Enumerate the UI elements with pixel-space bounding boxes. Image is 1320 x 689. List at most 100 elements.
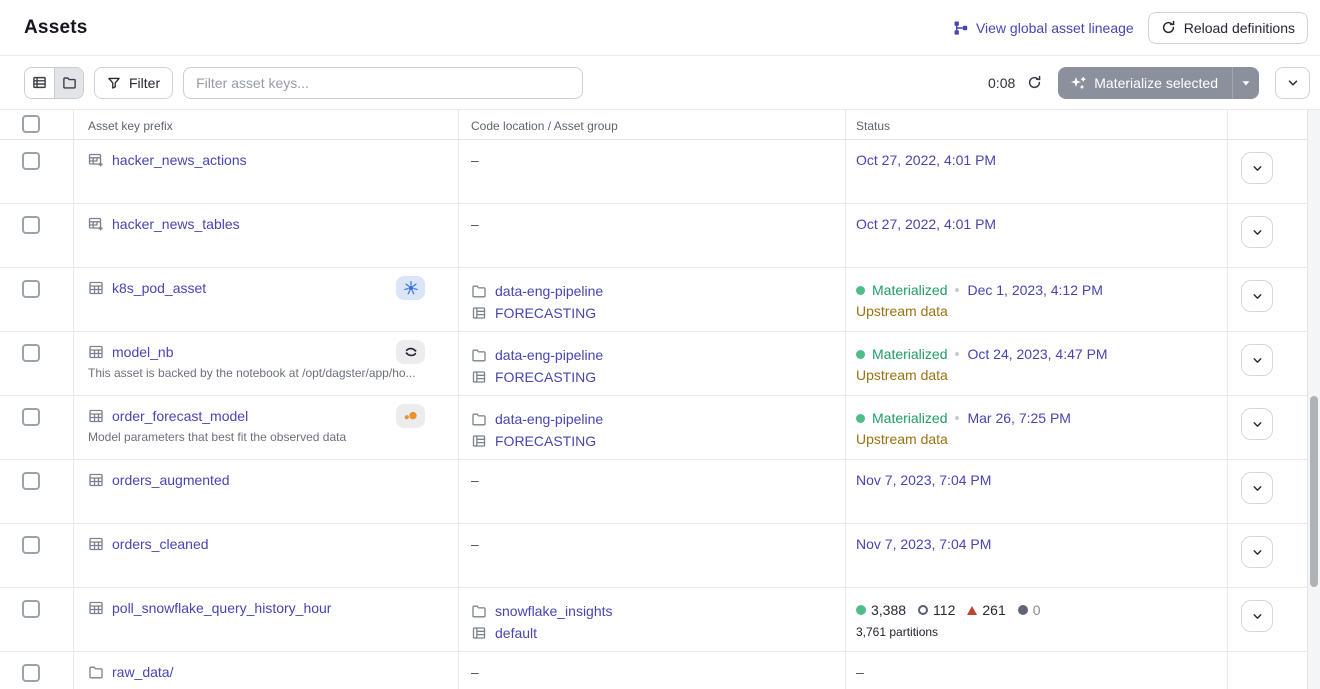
row-checkbox[interactable] xyxy=(22,664,40,682)
toolbar: Filter 0:08 Materialize xyxy=(0,56,1320,110)
asset-row: orders_cleaned – Nov 7, 2023, 7:04 PM xyxy=(0,524,1307,588)
select-all-checkbox[interactable] xyxy=(22,115,40,133)
table-header: Asset key prefix Code location / Asset g… xyxy=(0,110,1307,140)
column-header-status: Status xyxy=(845,110,1227,139)
materialize-selected-button[interactable]: Materialize selected xyxy=(1058,66,1232,99)
table-add-icon xyxy=(88,216,104,232)
column-header-asset-key-prefix: Asset key prefix xyxy=(73,110,458,139)
asset-group-icon xyxy=(471,625,487,641)
asset-table-body: hacker_news_actions – Oct 27, 2022, 4:01… xyxy=(0,140,1320,689)
materialize-options-caret[interactable] xyxy=(1232,66,1259,99)
reload-definitions-button[interactable]: Reload definitions xyxy=(1147,11,1308,44)
chevron-down-icon xyxy=(1286,76,1300,90)
code-location-link[interactable]: data-eng-pipeline xyxy=(495,411,604,427)
list-view-icon xyxy=(32,75,47,90)
materialize-split-button: Materialize selected xyxy=(1058,66,1259,99)
kubernetes-badge-icon xyxy=(396,276,425,300)
row-checkbox[interactable] xyxy=(22,216,40,234)
collapse-all-button[interactable] xyxy=(1275,66,1310,99)
expand-row-button[interactable] xyxy=(1241,472,1273,504)
chevron-down-icon xyxy=(1251,162,1264,175)
asset-key-filter-input[interactable] xyxy=(183,66,584,99)
asset-name-link[interactable]: orders_augmented xyxy=(112,472,230,488)
last-materialization-link[interactable]: Mar 26, 7:25 PM xyxy=(967,410,1071,426)
asset-row: hacker_news_actions – Oct 27, 2022, 4:01… xyxy=(0,140,1307,204)
empty-value: – xyxy=(856,664,864,680)
materialize-selected-label: Materialize selected xyxy=(1094,74,1218,91)
folder-icon xyxy=(471,283,487,299)
asset-group-link[interactable]: FORECASTING xyxy=(495,433,597,449)
asset-name-link[interactable]: orders_cleaned xyxy=(112,536,209,552)
empty-value: – xyxy=(471,536,479,552)
refresh-icon xyxy=(1161,20,1176,35)
caret-down-icon xyxy=(1241,78,1251,88)
row-checkbox[interactable] xyxy=(22,280,40,298)
partition-count-value: 261 xyxy=(982,602,1006,618)
expand-row-button[interactable] xyxy=(1241,408,1273,440)
chevron-down-icon xyxy=(1251,354,1264,367)
empty-value: – xyxy=(471,664,479,680)
scrollbar-track[interactable] xyxy=(1307,110,1320,689)
lineage-link-label: View global asset lineage xyxy=(975,19,1134,36)
chevron-down-icon xyxy=(1251,418,1264,431)
expand-row-button[interactable] xyxy=(1241,216,1273,248)
asset-row: order_forecast_model Model parameters th… xyxy=(0,396,1307,460)
noteable-badge-icon xyxy=(396,340,425,364)
last-materialization-link[interactable]: Nov 7, 2023, 7:04 PM xyxy=(856,472,992,488)
last-materialization-link[interactable]: Oct 27, 2022, 4:01 PM xyxy=(856,152,997,168)
page-header: Assets View global asset lineage xyxy=(0,0,1320,56)
view-mode-toggle xyxy=(24,66,84,99)
asset-row: poll_snowflake_query_history_hour snowfl… xyxy=(0,588,1307,652)
row-checkbox[interactable] xyxy=(22,600,40,618)
asset-group-icon xyxy=(471,305,487,321)
row-checkbox[interactable] xyxy=(22,472,40,490)
asset-name-link[interactable]: model_nb xyxy=(112,344,174,360)
expand-row-button[interactable] xyxy=(1241,344,1273,376)
upstream-data-note: Upstream data xyxy=(856,367,948,383)
folder-view-button[interactable] xyxy=(54,67,83,98)
partition-count: 261 xyxy=(967,602,1006,618)
code-location-link[interactable]: data-eng-pipeline xyxy=(495,283,604,299)
observed-circle-icon xyxy=(918,605,929,615)
asset-name-link[interactable]: order_forecast_model xyxy=(112,408,249,424)
flat-view-button[interactable] xyxy=(25,67,54,98)
partition-count-value: 3,388 xyxy=(871,602,907,618)
row-checkbox[interactable] xyxy=(22,152,40,170)
code-location-link[interactable]: data-eng-pipeline xyxy=(495,347,604,363)
code-location-link[interactable]: snowflake_insights xyxy=(495,603,613,619)
table-icon xyxy=(88,408,104,424)
last-materialization-link[interactable]: Dec 1, 2023, 4:12 PM xyxy=(967,282,1103,298)
expand-row-button[interactable] xyxy=(1241,280,1273,312)
last-materialization-link[interactable]: Nov 7, 2023, 7:04 PM xyxy=(856,536,992,552)
asset-row: k8s_pod_asset data-eng-pipeline xyxy=(0,268,1307,332)
asset-group-link[interactable]: FORECASTING xyxy=(495,369,597,385)
expand-row-button[interactable] xyxy=(1241,536,1273,568)
table-icon xyxy=(88,472,104,488)
expand-row-button[interactable] xyxy=(1241,152,1273,184)
row-checkbox[interactable] xyxy=(22,344,40,362)
folder-icon xyxy=(471,411,487,427)
materialized-dot-icon xyxy=(856,605,866,615)
asset-name-link[interactable]: hacker_news_tables xyxy=(112,216,240,232)
asset-name-link[interactable]: hacker_news_actions xyxy=(112,152,247,168)
view-global-asset-lineage-link[interactable]: View global asset lineage xyxy=(953,20,1134,36)
asset-group-link[interactable]: FORECASTING xyxy=(495,305,597,321)
last-materialization-link[interactable]: Oct 24, 2023, 4:47 PM xyxy=(967,346,1108,362)
scrollbar-thumb[interactable] xyxy=(1310,396,1318,587)
asset-row: raw_data/ – – xyxy=(0,652,1307,689)
refresh-button[interactable] xyxy=(1025,73,1044,92)
row-checkbox[interactable] xyxy=(22,408,40,426)
filter-button[interactable]: Filter xyxy=(94,66,174,99)
empty-value: – xyxy=(471,216,479,232)
asset-name-link[interactable]: k8s_pod_asset xyxy=(112,280,207,296)
row-checkbox[interactable] xyxy=(22,536,40,554)
asset-name-link[interactable]: raw_data/ xyxy=(112,664,174,680)
expand-row-button[interactable] xyxy=(1241,600,1273,632)
folder-icon xyxy=(471,603,487,619)
asset-group-link[interactable]: default xyxy=(495,625,538,641)
chevron-down-icon xyxy=(1251,290,1264,303)
materialized-status-label: Materialized xyxy=(872,282,948,298)
last-materialization-link[interactable]: Oct 27, 2022, 4:01 PM xyxy=(856,216,997,232)
asset-name-link[interactable]: poll_snowflake_query_history_hour xyxy=(112,600,332,616)
